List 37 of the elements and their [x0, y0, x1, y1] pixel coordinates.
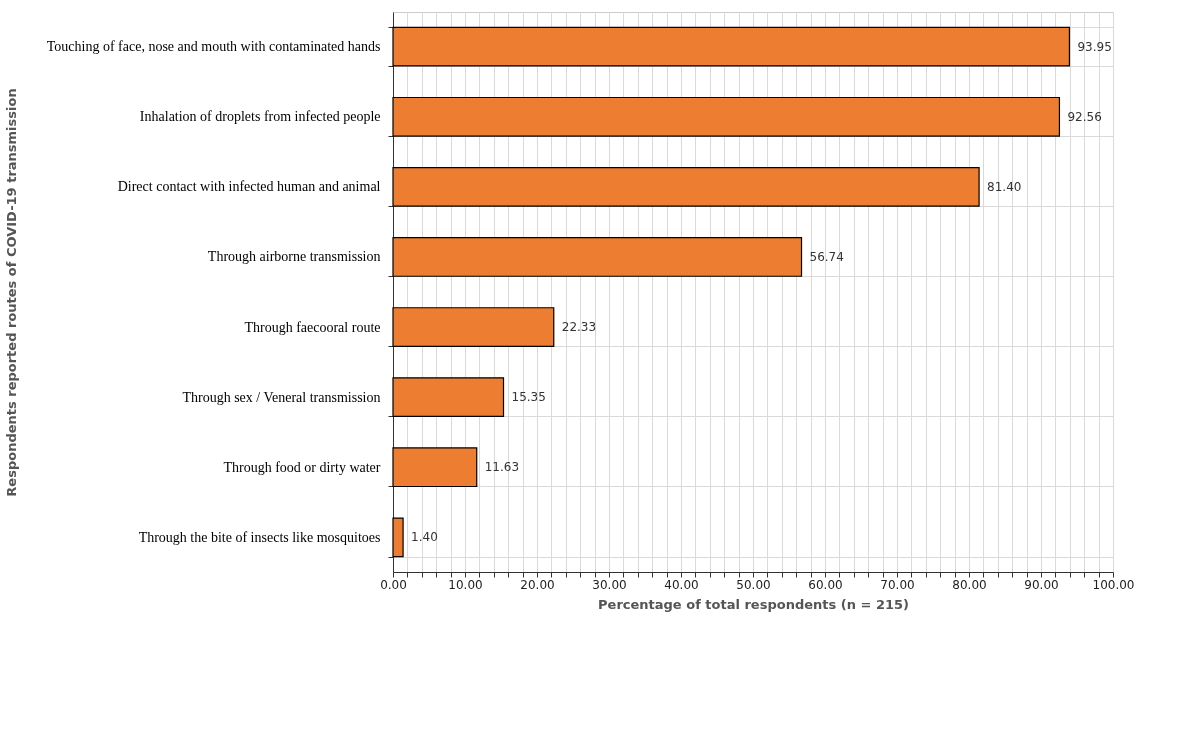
- x-tick-label: 0.00: [380, 577, 407, 592]
- x-tick-label: 70.00: [880, 577, 915, 592]
- data-label: 56.74: [809, 249, 844, 264]
- bar: [392, 96, 1061, 137]
- data-label: 1.40: [411, 530, 438, 545]
- bar: [392, 26, 1071, 67]
- bar: [392, 307, 555, 347]
- y-tick-label: Touching of face, nose and mouth with contaminated hands: [46, 39, 381, 55]
- y-tick-label: Through airborne transmission: [207, 249, 381, 265]
- x-tick-label: 20.00: [520, 577, 555, 592]
- bar: [392, 237, 803, 277]
- y-tick-label: Inhalation of droplets from infected people: [139, 109, 381, 125]
- data-label: 15.35: [511, 390, 546, 405]
- x-tick-label: 90.00: [1024, 577, 1059, 592]
- data-label: 92.56: [1067, 109, 1102, 124]
- x-tick-label: 60.00: [808, 577, 843, 592]
- bar: [392, 517, 404, 558]
- bar: [392, 377, 505, 418]
- bar: [392, 166, 980, 207]
- x-tick-label: 10.00: [448, 577, 483, 592]
- x-tick-label: 30.00: [592, 577, 627, 592]
- x-tick-label: 50.00: [736, 577, 771, 592]
- data-label: 81.40: [987, 179, 1022, 194]
- data-label: 11.63: [484, 460, 520, 475]
- y-axis-title: Respondents reported routes of COVID-19 transmission: [3, 88, 19, 497]
- y-tick-label: Direct contact with infected human and animal: [117, 179, 381, 195]
- x-tick-label: 40.00: [664, 577, 699, 592]
- x-axis-title: Percentage of total respondents (n = 215): [598, 596, 909, 612]
- y-tick-label: Through sex / Veneral transmission: [182, 389, 381, 405]
- y-tick-label: Through faecooral route: [244, 319, 381, 335]
- y-tick-label: Through food or dirty water: [223, 459, 381, 475]
- x-tick-label: 80.00: [952, 577, 987, 592]
- data-label: 22.33: [561, 320, 597, 335]
- y-tick-label: Through the bite of insects like mosquitoes: [138, 529, 381, 545]
- x-tick-label: 100.00: [1092, 577, 1135, 592]
- bar: [392, 447, 478, 488]
- data-label: 93.95: [1077, 39, 1112, 54]
